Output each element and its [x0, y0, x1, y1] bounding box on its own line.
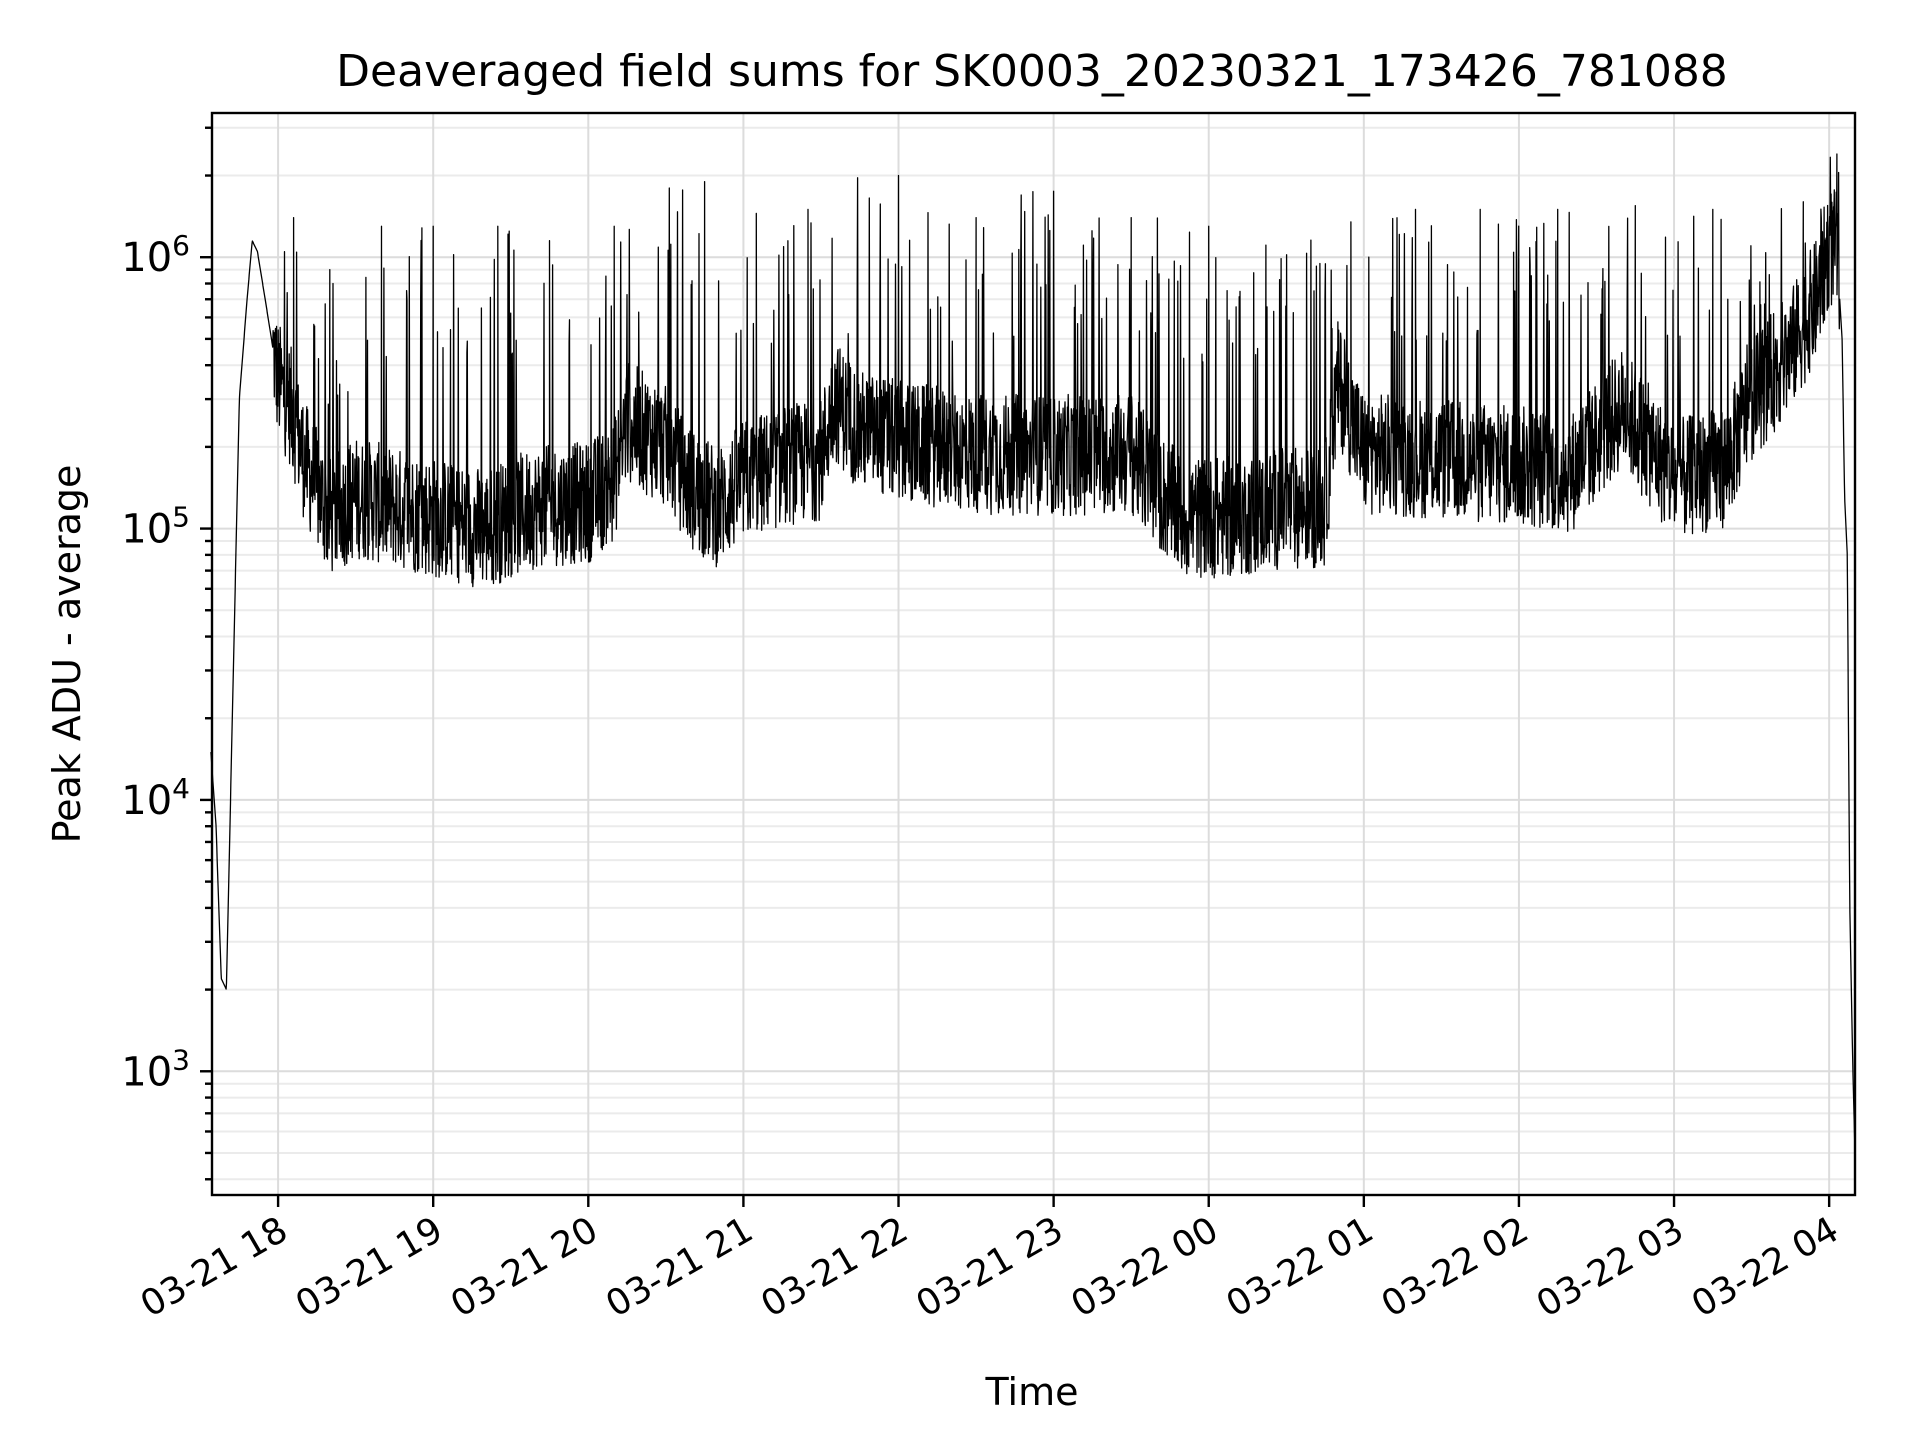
grid — [212, 113, 1855, 1195]
series-line — [210, 153, 1856, 1154]
plot-frame — [210, 111, 1857, 1197]
y-tick-label: 103 — [121, 1043, 190, 1095]
y-axis-label: Peak ADU - average — [45, 465, 89, 844]
series-layer — [210, 153, 1856, 1154]
y-tick-label: 106 — [121, 229, 190, 281]
y-tick-label: 105 — [121, 501, 190, 553]
y-axis: 103 104 105 106 — [121, 126, 212, 1181]
x-axis-label: Time — [985, 1370, 1079, 1414]
chart-title: Deaveraged field sums for SK0003_2023032… — [336, 46, 1728, 97]
y-tick-label: 104 — [121, 772, 190, 824]
